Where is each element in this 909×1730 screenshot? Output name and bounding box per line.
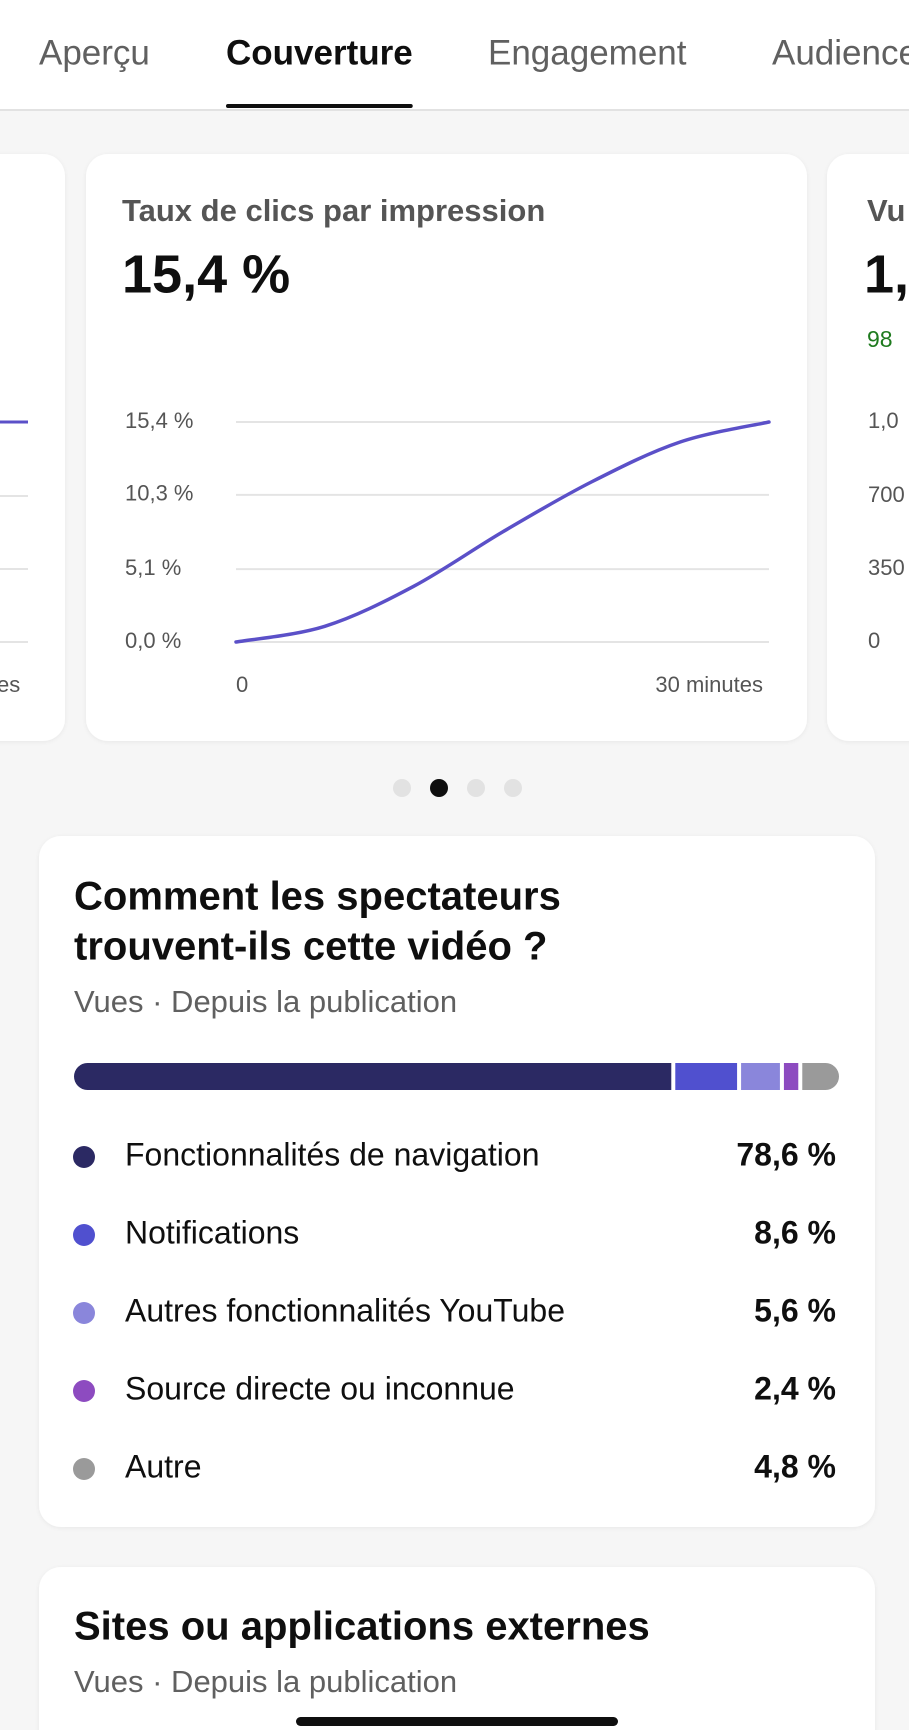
legend-dot <box>73 1224 95 1246</box>
section-title: trouvent-ils cette vidéo ? <box>74 925 547 969</box>
carousel-dot[interactable] <box>393 779 411 797</box>
y-tick-label: 1,0 <box>868 408 899 433</box>
card-title: Vu <box>867 193 905 228</box>
tab[interactable]: Aperçu <box>39 33 150 72</box>
section-title: Comment les spectateurs <box>74 875 561 919</box>
x-tick-label: 0 <box>236 672 248 697</box>
y-tick-label: 350 <box>868 555 905 580</box>
bar-segment <box>675 1063 738 1090</box>
legend-label: Notifications <box>125 1214 299 1250</box>
card-title: Taux de clics par impression <box>122 193 545 228</box>
tab[interactable]: Audience <box>772 33 909 72</box>
y-tick-label: 700 <box>868 482 905 507</box>
line <box>234 420 771 644</box>
stacked-bar <box>74 1063 839 1090</box>
section-subtitle: Vues · Depuis la publication <box>74 1664 457 1699</box>
y-tick-label: 0,0 % <box>125 628 181 653</box>
bar-segment <box>741 1063 780 1090</box>
legend-label: Source directe ou inconnue <box>125 1370 515 1406</box>
card-delta: 98 <box>867 326 893 352</box>
carousel-dot[interactable] <box>504 779 522 797</box>
y-tick-label: 0 <box>868 628 880 653</box>
section-subtitle: Vues · Depuis la publication <box>74 984 457 1019</box>
card-value: 15,4 % <box>122 244 290 304</box>
legend-value: 5,6 % <box>754 1292 836 1328</box>
left-card <box>0 154 65 741</box>
legend-value: 78,6 % <box>736 1136 836 1172</box>
legend-value: 8,6 % <box>754 1214 836 1250</box>
section-title: Sites ou applications externes <box>74 1605 650 1649</box>
tab[interactable]: Couverture <box>226 33 413 72</box>
tab-indicator <box>226 104 413 108</box>
external-card <box>39 1567 875 1730</box>
tab-bar <box>0 0 909 110</box>
bar-segment <box>783 1063 799 1090</box>
y-tick-label: 10,3 % <box>125 481 194 506</box>
bar-segment <box>74 1063 672 1090</box>
traffic-card <box>39 836 875 1527</box>
legend-value: 2,4 % <box>754 1370 836 1406</box>
carousel-dot[interactable] <box>430 779 448 797</box>
card-value: 1, <box>864 244 909 304</box>
tab[interactable]: Engagement <box>488 33 687 72</box>
legend-label: Autres fonctionnalités YouTube <box>125 1292 565 1328</box>
right-card <box>827 154 909 741</box>
y-tick-label: 5,1 % <box>125 555 181 580</box>
home-indicator <box>296 1717 618 1726</box>
y-tick-label: 15,4 % <box>125 408 194 433</box>
legend-dot <box>73 1458 95 1480</box>
x-tick-label: 30 minutes <box>655 672 763 697</box>
legend-label: Fonctionnalités de navigation <box>125 1136 540 1172</box>
legend-dot <box>73 1146 95 1168</box>
carousel-dot[interactable] <box>467 779 485 797</box>
legend-dot <box>73 1302 95 1324</box>
legend-dot <box>73 1380 95 1402</box>
metric-card <box>86 154 807 741</box>
x-tick-label: es <box>0 672 20 697</box>
bar-segment <box>802 1063 839 1090</box>
legend-value: 4,8 % <box>754 1448 836 1484</box>
legend-label: Autre <box>125 1448 201 1484</box>
